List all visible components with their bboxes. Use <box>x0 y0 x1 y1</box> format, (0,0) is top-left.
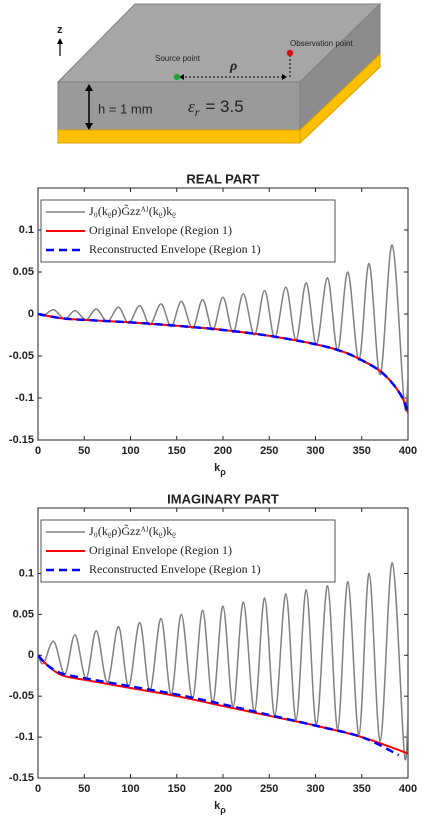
source-point <box>173 73 181 81</box>
legend-label: J₀(kᵨρ)G̃zzᴬᴶ(kᵨ)kᵨ <box>89 203 176 217</box>
legend-label: Original Envelope (Region 1) <box>89 223 232 237</box>
y-tick-label: -0.05 <box>9 350 34 362</box>
y-tick-label: 0.05 <box>13 266 34 278</box>
x-tick-label: 100 <box>121 783 139 795</box>
y-tick-label: -0.1 <box>15 392 34 404</box>
ground-plane <box>57 129 301 144</box>
y-tick-label: 0.1 <box>19 224 34 236</box>
x-tick-label: 100 <box>121 445 139 457</box>
x-tick-label: 0 <box>35 783 41 795</box>
chart: IMAGINARY PART -0.15 -0.1 -0.05 0 0.05 0.1 0 50 1… <box>9 491 417 815</box>
chart: REAL PART -0.15 -0.1 -0.05 0 0.05 0.1 0 50 100 150… <box>9 171 417 477</box>
y-tick-label: 0 <box>28 308 34 320</box>
height-label: h = 1 mm <box>98 101 153 116</box>
substrate-diagram: z Source point Observation point ρ h = 1… <box>56 2 382 145</box>
x-tick-label: 200 <box>214 445 232 457</box>
x-axis-label-base: k <box>214 462 221 474</box>
arrow-head <box>85 84 93 91</box>
legend-label: Original Envelope (Region 1) <box>89 543 232 557</box>
series-line <box>38 654 400 757</box>
y-tick-label: 0 <box>28 649 34 661</box>
series-line <box>38 312 408 414</box>
y-tick-label: -0.15 <box>9 772 34 784</box>
z-arrow-head <box>57 38 63 44</box>
x-tick-label: 200 <box>214 783 232 795</box>
x-axis-label: kρ <box>214 800 226 815</box>
y-tick-label: 0.1 <box>19 567 34 579</box>
x-tick-label: 250 <box>260 783 278 795</box>
observation-point <box>286 49 294 57</box>
x-tick-label: 50 <box>78 783 90 795</box>
front-face <box>57 81 301 131</box>
x-tick-label: 250 <box>260 445 278 457</box>
x-axis-label: kρ <box>214 462 226 477</box>
x-tick-label: 400 <box>399 445 417 457</box>
x-tick-label: 0 <box>35 445 41 457</box>
x-tick-label: 350 <box>353 783 371 795</box>
arrow-head <box>179 74 184 80</box>
y-tick-label: -0.1 <box>15 731 34 743</box>
eps-value: = 3.5 <box>205 97 243 116</box>
eps-sub: r <box>195 105 200 119</box>
x-axis-label-sub: ρ <box>220 805 226 815</box>
x-tick-label: 300 <box>306 445 324 457</box>
series-line <box>38 562 408 761</box>
legend-label: J₀(kᵨρ)G̃zzᴬᴶ(kᵨ)kᵨ <box>89 523 176 537</box>
legend-box <box>40 519 336 583</box>
x-tick-label: 400 <box>399 783 417 795</box>
x-tick-label: 350 <box>353 445 371 457</box>
x-axis-label-sub: ρ <box>220 467 226 477</box>
y-tick-label: 0.05 <box>13 608 34 620</box>
chart-title: REAL PART <box>186 171 259 186</box>
permittivity-label: εr = 3.5 <box>188 97 244 119</box>
y-tick-label: -0.05 <box>9 690 34 702</box>
x-tick-label: 50 <box>78 445 90 457</box>
chart-title: IMAGINARY PART <box>167 491 279 506</box>
arrow-head <box>282 74 287 80</box>
y-tick-label: -0.15 <box>9 434 34 446</box>
arrow-head <box>85 123 93 130</box>
x-tick-label: 300 <box>306 783 324 795</box>
eps: ε <box>188 97 195 116</box>
z-label: z <box>57 24 63 36</box>
x-tick-label: 150 <box>168 445 186 457</box>
ground-plane-side <box>299 52 381 145</box>
legend-box <box>40 199 336 263</box>
charts: REAL PART -0.15 -0.1 -0.05 0 0.05 0.1 0 50 100 150… <box>9 171 417 815</box>
x-axis-label-base: k <box>214 800 221 812</box>
legend-label: Reconstructed Envelope (Region 1) <box>89 242 261 256</box>
x-tick-label: 150 <box>168 783 186 795</box>
observation-label: Observation point <box>290 39 353 48</box>
rho-label: ρ <box>229 59 237 74</box>
source-label: Source point <box>155 54 201 63</box>
legend-label: Reconstructed Envelope (Region 1) <box>89 562 261 576</box>
